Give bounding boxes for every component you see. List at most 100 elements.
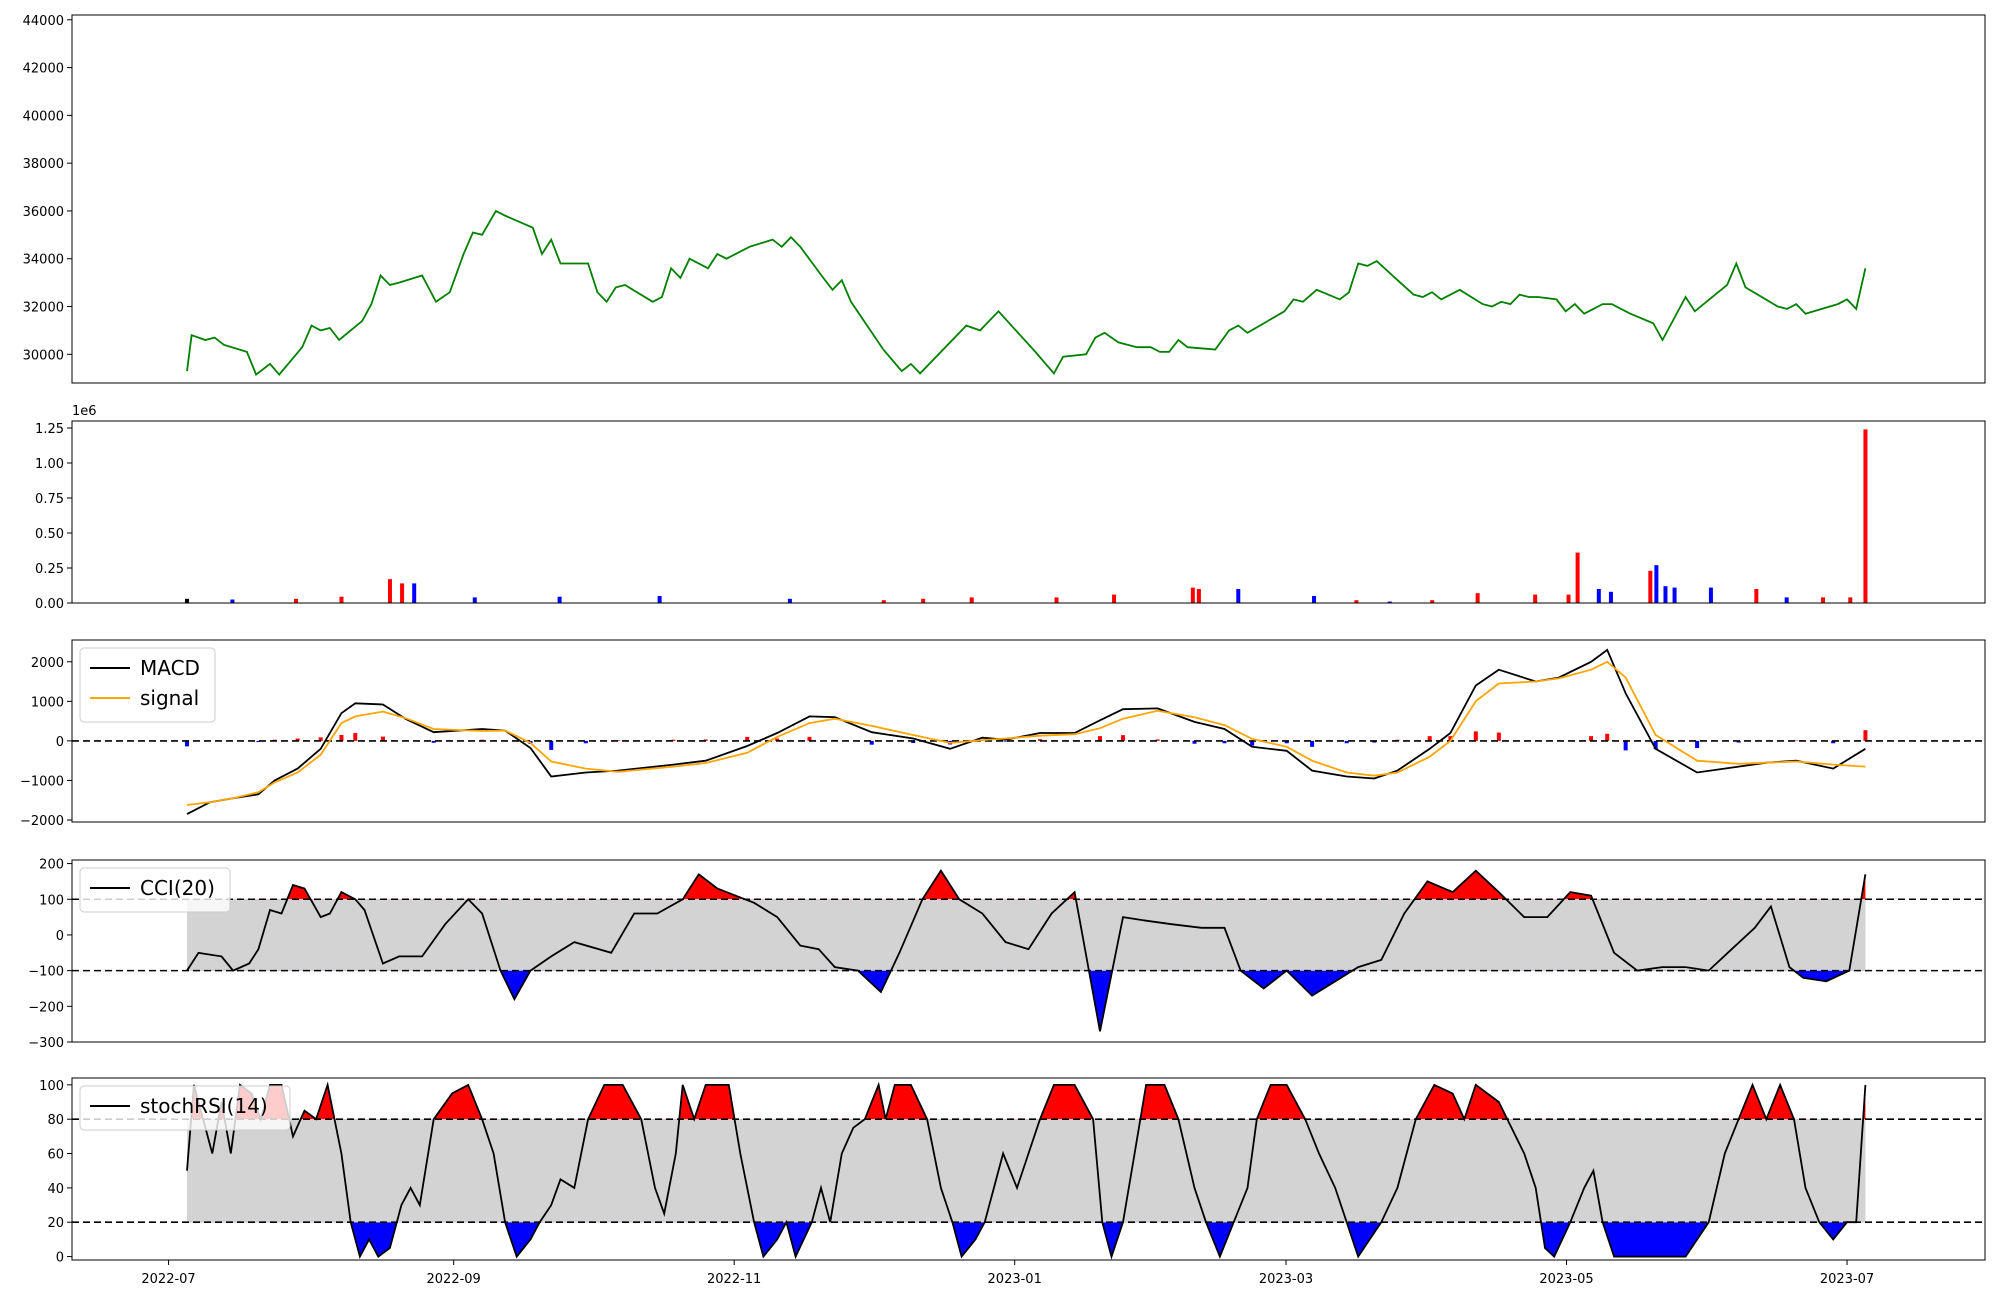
legend-label: CCI(20)	[140, 876, 215, 900]
macd-histogram-bar	[431, 740, 436, 743]
y-tick-label-price: 42000	[23, 62, 64, 77]
x-tick-label: 2023-07	[1820, 1272, 1874, 1287]
volume-bar	[1648, 570, 1653, 603]
panel-frame-cci	[71, 859, 1986, 1043]
volume-bar	[657, 596, 662, 603]
series-line-stochrsi-0	[186, 1081, 1867, 1260]
volume-bar	[1848, 597, 1853, 603]
macd-histogram-bar	[1448, 736, 1453, 741]
macd-histogram-bar	[616, 740, 621, 741]
x-tick-label: 2022-07	[141, 1272, 195, 1287]
macd-histogram-bar	[1496, 732, 1501, 741]
volume-bar	[1354, 600, 1359, 603]
series-line-macd-0	[186, 648, 1866, 815]
x-tick-label: 2023-05	[1539, 1272, 1593, 1287]
volume-bar	[412, 583, 417, 603]
overbought-fill	[186, 1084, 1866, 1120]
panel-frame-volume	[71, 420, 1986, 604]
legend-label: signal	[140, 686, 199, 710]
macd-histogram-bar	[1250, 740, 1255, 746]
y-tick-label-cci: 100	[39, 893, 64, 908]
macd-histogram-bar	[295, 738, 300, 741]
macd-histogram-bar	[1222, 740, 1227, 744]
y-tick-label-price: 36000	[23, 205, 64, 220]
y-tick-label-volume: 1.00	[35, 457, 64, 472]
macd-histogram-bar	[807, 736, 812, 741]
macd-histogram-bar	[1038, 739, 1043, 741]
macd-histogram-bar	[256, 740, 261, 743]
macd-histogram-bar	[1623, 740, 1628, 751]
volume-bar	[557, 596, 562, 603]
panel-frame-macd	[71, 639, 1986, 823]
volume-bar	[1596, 589, 1601, 603]
x-tick-label: 2023-01	[988, 1272, 1042, 1287]
macd-histogram-bar	[1736, 740, 1741, 743]
macd-histogram-bar	[1155, 739, 1160, 741]
volume-bar	[1575, 552, 1580, 603]
y-tick-label-cci: 200	[39, 858, 64, 873]
macd-histogram-bar	[1121, 735, 1126, 741]
macd-histogram-bar	[184, 740, 189, 747]
volume-bar	[184, 598, 189, 603]
volume-bar	[1196, 589, 1201, 603]
legend-box	[79, 867, 231, 913]
volume-bar	[1190, 587, 1195, 603]
volume-bar	[1475, 593, 1480, 603]
legend-label: stochRSI(14)	[140, 1094, 268, 1118]
y-tick-label-stochrsi: 60	[47, 1148, 64, 1163]
macd-histogram-bar	[1605, 733, 1610, 741]
legend-stochrsi: stochRSI(14)	[79, 1085, 291, 1131]
volume-bar	[921, 598, 926, 603]
volume-bar	[1708, 587, 1713, 603]
panel-macd: −2000 −1000 0 1000 2000 MACD signal	[20, 639, 1986, 829]
band-cci	[186, 899, 1866, 971]
plot-area-stochrsi	[72, 1081, 1985, 1260]
y-tick-label-stochrsi: 40	[47, 1182, 64, 1197]
macd-histogram-bar	[1097, 736, 1102, 741]
macd-histogram-bar	[549, 740, 554, 750]
macd-histogram-bar	[1284, 740, 1289, 744]
series-line-cci-0	[186, 869, 1867, 1032]
panel-frame-price	[71, 14, 1986, 384]
macd-histogram-bar	[745, 736, 750, 741]
macd-histogram-bar	[583, 740, 588, 744]
volume-bar	[1533, 594, 1538, 603]
y-tick-label-macd: −2000	[20, 814, 64, 829]
volume-bar	[1387, 601, 1392, 603]
macd-histogram-bar	[1473, 731, 1478, 741]
volume-bar	[1863, 429, 1868, 603]
volume-bar	[881, 600, 886, 603]
series-line-macd-1	[186, 660, 1866, 806]
volume-bar	[1654, 565, 1659, 603]
volume-bar	[1566, 594, 1571, 603]
x-tick-label: 2023-03	[1259, 1272, 1313, 1287]
volume-bar	[1054, 597, 1059, 603]
volume-bar	[1821, 597, 1826, 603]
volume-bar	[1312, 596, 1317, 603]
macd-histogram-bar	[353, 733, 358, 741]
x-axis: 2022-07 2022-09 2022-11 2023-01 2023-03 2023-…	[141, 1260, 1874, 1287]
macd-histogram-bar	[1427, 736, 1432, 741]
y-tick-label-macd: 1000	[31, 695, 64, 710]
panel-volume: 0.00 0.25 0.50 0.75 1.00 1.25 1e6	[35, 404, 1986, 612]
y-tick-label-price: 40000	[23, 109, 64, 124]
volume-bar	[339, 596, 344, 603]
volume-bar	[1663, 586, 1668, 603]
volume-bar	[1236, 589, 1241, 603]
volume-bar	[1608, 591, 1613, 603]
y-tick-label-macd: 2000	[31, 656, 64, 671]
volume-bar	[230, 599, 235, 603]
legend-label: MACD	[140, 656, 200, 680]
series-line-price-0	[186, 209, 1867, 377]
y-tick-label-price: 38000	[23, 157, 64, 172]
volume-bar	[294, 598, 299, 603]
y-tick-label-price: 44000	[23, 14, 64, 29]
oversold-fill	[186, 1222, 1866, 1257]
legend-box	[79, 1085, 291, 1131]
volume-bar	[387, 579, 392, 603]
legend-box	[79, 647, 216, 723]
volume-bar	[400, 583, 405, 603]
y-tick-label-cci: −300	[28, 1036, 64, 1051]
macd-histogram-bar	[775, 738, 780, 741]
